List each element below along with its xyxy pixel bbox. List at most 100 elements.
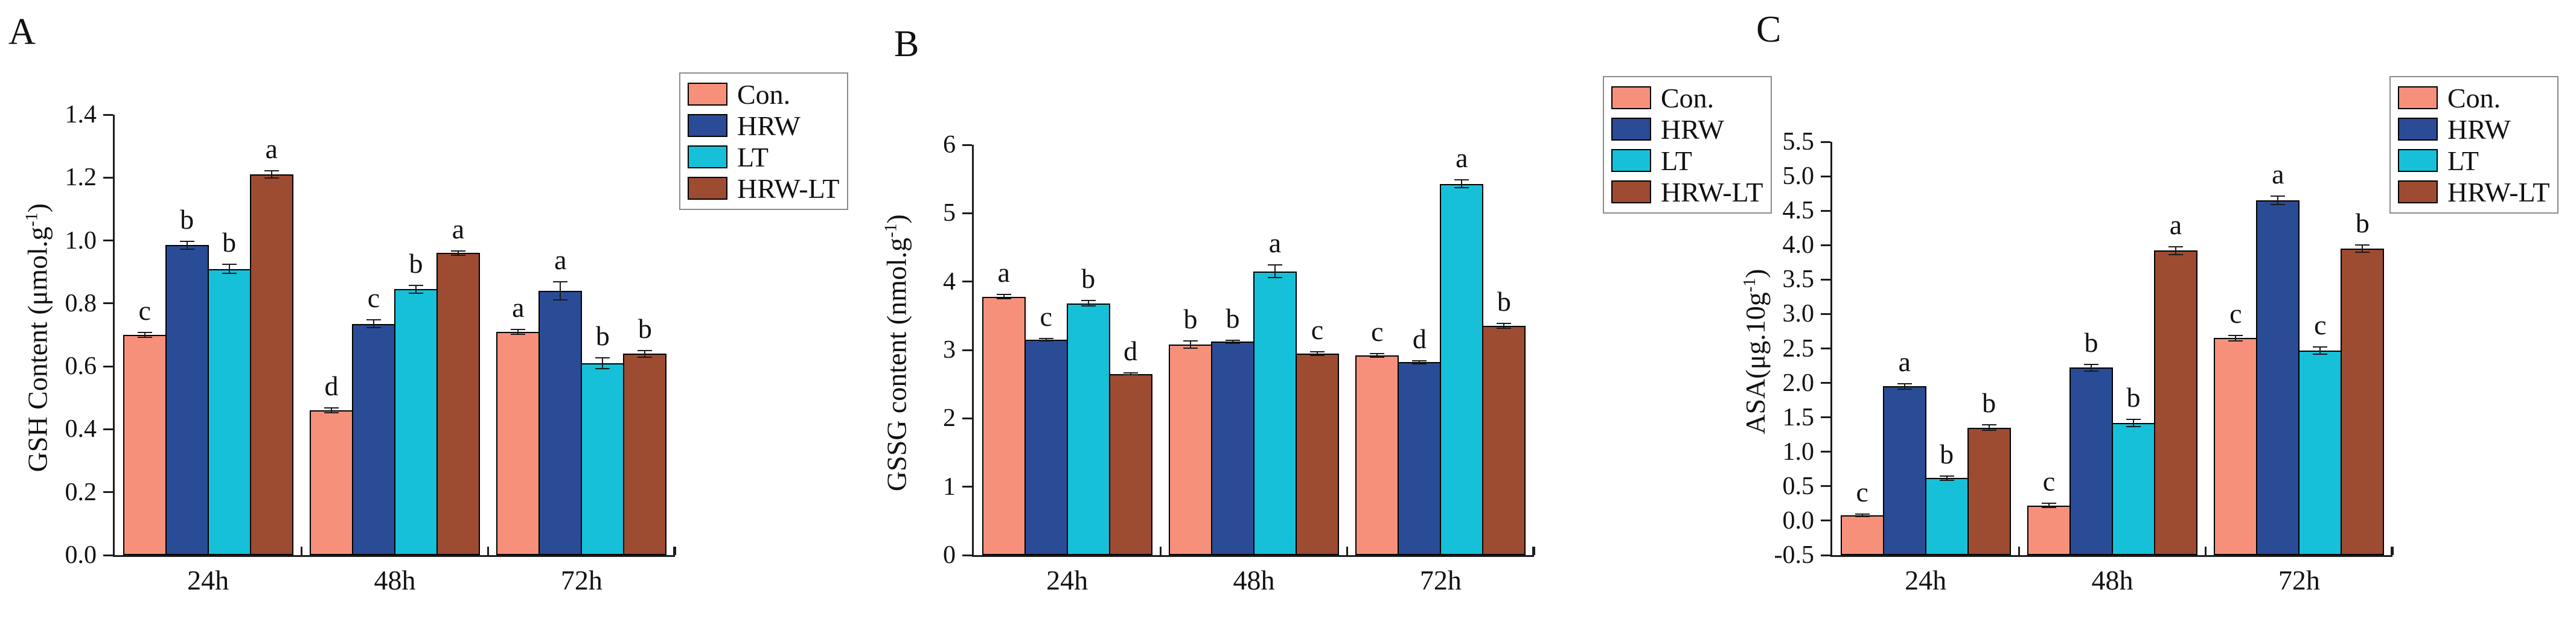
bar-hrw-lt-24h xyxy=(249,174,293,555)
y-axis-label-close: ) xyxy=(22,203,53,213)
error-bar-cap xyxy=(2042,507,2056,509)
bar-hrw-24h xyxy=(165,245,209,555)
error-bar-cap xyxy=(179,241,194,243)
legend-item-hrw-lt: HRW-LT xyxy=(1611,176,1763,208)
error-bar-cap xyxy=(366,327,381,328)
error-bar xyxy=(1087,300,1089,307)
y-axis-label: ASA(μg.10g-1) xyxy=(1734,145,1771,558)
legend-item-con: Con. xyxy=(1611,82,1763,113)
error-bar-cap xyxy=(222,273,237,275)
sig-letter-lt-72h: a xyxy=(1456,142,1468,173)
legend-item-lt: LT xyxy=(2398,145,2550,176)
error-bar-cap xyxy=(996,298,1011,299)
y-tick xyxy=(1821,175,1830,177)
error-bar-cap xyxy=(137,337,152,339)
error-bar xyxy=(2048,503,2050,508)
error-bar xyxy=(1045,338,1047,342)
y-tick-label: 0.4 xyxy=(65,415,97,443)
error-bar xyxy=(1903,383,1905,389)
sig-letter-hrw-24h: a xyxy=(1898,346,1911,377)
sig-letter-con-24h: a xyxy=(997,257,1010,288)
error-bar-cap xyxy=(2042,503,2056,504)
legend-label-hrw: HRW xyxy=(1661,113,1724,145)
sig-letter-hrw-24h: b xyxy=(180,204,194,235)
legend-label-con: Con. xyxy=(2447,82,2501,113)
error-bar-cap xyxy=(1310,354,1325,356)
error-bar-cap xyxy=(2355,244,2370,246)
error-bar-cap xyxy=(2271,203,2286,205)
y-tick xyxy=(1821,141,1830,143)
error-bar-cap xyxy=(2355,251,2370,253)
sig-letter-con-72h: a xyxy=(512,291,525,323)
y-tick xyxy=(103,365,113,367)
error-bar-cap xyxy=(1497,328,1512,329)
x-tick xyxy=(1159,547,1162,555)
error-bar xyxy=(644,351,646,357)
y-tick xyxy=(962,349,972,351)
error-bar-cap xyxy=(511,333,526,335)
x-tick-label-48h: 48h xyxy=(374,565,416,596)
bar-hrw-48h xyxy=(352,323,395,555)
sig-letter-hrw-48h: c xyxy=(367,282,380,314)
error-bar xyxy=(1461,179,1463,188)
error-bar-cap xyxy=(1454,187,1469,189)
sig-letter-hrw-lt-48h: c xyxy=(1311,314,1324,345)
bar-con-24h xyxy=(1840,515,1884,555)
sig-letter-lt-72h: c xyxy=(2314,310,2327,341)
error-bar-cap xyxy=(2228,334,2243,336)
legend-label-con: Con. xyxy=(1661,82,1715,113)
legend-label-hrw: HRW xyxy=(2447,113,2511,145)
panel-c: C -0.5 0.0 0.5 1.0 1.5 2.0 2.5 3.0 3.5 4.0 4.5 5.0 5.… xyxy=(1718,0,2576,639)
sig-letter-hrw-72h: a xyxy=(2272,159,2284,190)
sig-letter-con-72h: c xyxy=(2229,297,2242,329)
y-tick xyxy=(1821,416,1830,419)
error-bar-cap xyxy=(1226,342,1240,344)
error-bar-cap xyxy=(1412,363,1427,364)
y-axis-line xyxy=(113,115,115,557)
legend-swatch-lt xyxy=(2398,149,2438,172)
legend-label-lt: LT xyxy=(2447,145,2479,176)
error-bar-cap xyxy=(451,250,465,252)
panel-letter-b: B xyxy=(894,24,919,65)
legend-label-con: Con. xyxy=(737,78,791,110)
x-axis-end-tick xyxy=(1532,547,1534,555)
y-tick-label: 3.0 xyxy=(1782,300,1815,328)
y-tick xyxy=(1821,244,1830,246)
error-bar-cap xyxy=(179,248,194,250)
sig-letter-hrw-lt-24h: d xyxy=(1123,335,1138,366)
bar-hrw-48h xyxy=(2069,367,2113,555)
y-tick xyxy=(962,417,972,419)
legend-swatch-lt xyxy=(688,145,727,168)
error-bar-cap xyxy=(1370,357,1385,358)
error-bar-cap xyxy=(264,170,279,171)
error-bar-cap xyxy=(553,281,568,283)
sig-letter-lt-48h: b xyxy=(409,248,423,279)
y-tick xyxy=(103,113,113,116)
bar-hrw-72h xyxy=(539,291,583,555)
sig-letter-hrw-48h: b xyxy=(1226,303,1240,334)
x-tick xyxy=(2391,547,2394,555)
sig-letter-lt-72h: b xyxy=(595,320,610,351)
sig-letter-con-48h: d xyxy=(324,370,339,401)
error-bar-cap xyxy=(409,292,423,294)
x-tick-label-24h: 24h xyxy=(1905,565,1947,596)
legend-item-hrw-lt: HRW-LT xyxy=(688,173,840,204)
sig-letter-hrw-72h: d xyxy=(1412,323,1427,355)
sig-letter-con-48h: c xyxy=(2042,466,2056,497)
error-bar xyxy=(373,320,374,328)
y-tick xyxy=(1821,278,1830,281)
y-tick xyxy=(1821,209,1830,212)
legend-swatch-hrw-lt xyxy=(1611,180,1651,203)
y-tick xyxy=(1821,382,1830,384)
y-tick xyxy=(1821,313,1830,315)
y-tick xyxy=(103,302,113,305)
bar-hrw-72h xyxy=(1398,362,1442,555)
y-tick-label: 2 xyxy=(943,404,956,433)
x-tick xyxy=(1346,547,1349,555)
bar-hrw-lt-24h xyxy=(1967,427,2011,555)
y-axis-label-superscript: -1 xyxy=(22,212,42,227)
x-tick-label-24h: 24h xyxy=(187,565,229,596)
error-bar-cap xyxy=(1855,513,1870,515)
bar-lt-24h xyxy=(1925,478,1969,555)
legend-item-hrw: HRW xyxy=(688,110,840,141)
